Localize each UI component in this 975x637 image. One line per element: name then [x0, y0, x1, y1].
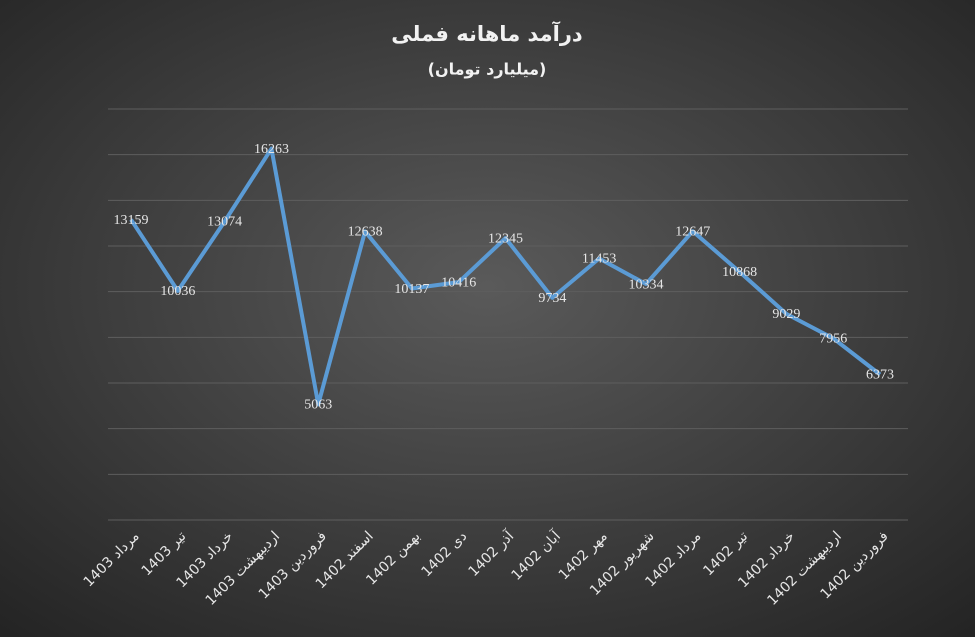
line	[129, 146, 882, 407]
data-label: 10036	[160, 284, 195, 299]
data-label: 10334	[628, 277, 663, 292]
data-label: 12345	[488, 231, 523, 246]
data-label: 9029	[772, 307, 800, 322]
data-label: 11453	[582, 252, 616, 267]
data-label: 5063	[304, 398, 332, 413]
chart-subtitle: (میلیارد تومان)	[428, 60, 547, 79]
data-label: 13159	[114, 213, 149, 228]
data-label: 10416	[441, 275, 476, 290]
data-label: 13074	[207, 215, 242, 230]
data-label: 10868	[722, 265, 757, 280]
chart-title: درآمد ماهانه فملی	[391, 21, 583, 46]
data-label: 16263	[254, 142, 289, 157]
data-label: 12638	[348, 225, 383, 240]
data-label: 12647	[675, 224, 710, 239]
data-label: 6373	[866, 368, 894, 383]
data-label: 10137	[394, 282, 429, 297]
data-label: 9734	[538, 291, 566, 306]
data-label: 7956	[819, 332, 847, 347]
